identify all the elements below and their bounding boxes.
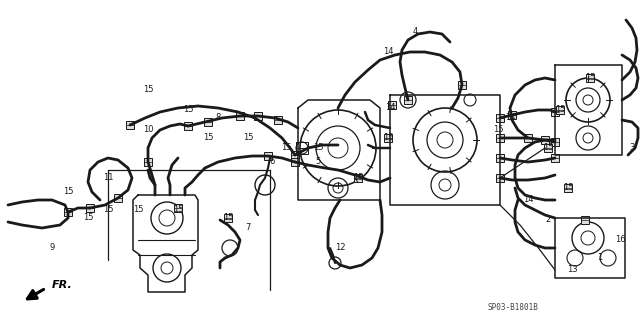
Text: SP03-B1801B: SP03-B1801B — [488, 303, 539, 312]
Bar — [225, 214, 232, 222]
Text: 15: 15 — [563, 183, 573, 192]
Text: 13: 13 — [566, 265, 577, 275]
Text: 15: 15 — [281, 144, 291, 152]
Bar — [204, 118, 212, 126]
Text: 15: 15 — [132, 205, 143, 214]
Bar — [508, 111, 516, 119]
Bar — [404, 96, 412, 104]
Bar — [255, 112, 262, 120]
Bar — [355, 174, 362, 182]
Text: 1: 1 — [597, 254, 603, 263]
Bar — [184, 122, 191, 130]
Bar — [552, 138, 559, 145]
Text: 15: 15 — [243, 133, 253, 143]
Text: 15: 15 — [313, 144, 323, 152]
Bar — [497, 154, 504, 162]
Text: 15: 15 — [173, 205, 183, 214]
Bar — [581, 216, 589, 224]
Text: 3: 3 — [629, 144, 635, 152]
Text: 8: 8 — [215, 114, 221, 122]
Text: 14: 14 — [523, 196, 533, 204]
Text: 15: 15 — [383, 133, 393, 143]
Bar — [115, 194, 122, 202]
Text: 12: 12 — [335, 243, 345, 253]
Bar — [552, 154, 559, 162]
Text: 16: 16 — [614, 235, 625, 244]
Bar — [497, 134, 504, 142]
Bar — [545, 145, 552, 152]
Text: 11: 11 — [103, 174, 113, 182]
Bar — [385, 134, 392, 142]
Bar — [552, 108, 559, 115]
Bar — [127, 122, 134, 129]
Text: 15: 15 — [183, 106, 193, 115]
Text: 14: 14 — [383, 48, 393, 56]
Text: 15: 15 — [63, 188, 73, 197]
Text: 15: 15 — [143, 85, 153, 94]
Bar — [586, 74, 594, 82]
Bar — [145, 159, 152, 166]
Text: 2: 2 — [545, 216, 550, 225]
Text: 14: 14 — [385, 103, 396, 113]
Text: 15: 15 — [585, 73, 595, 83]
Text: 15: 15 — [543, 144, 553, 152]
Text: 14: 14 — [505, 114, 515, 122]
Bar — [497, 174, 504, 182]
Text: 4: 4 — [412, 27, 418, 36]
Bar — [275, 116, 282, 123]
Text: 6: 6 — [269, 158, 275, 167]
Bar — [264, 152, 271, 160]
Bar — [458, 81, 466, 89]
Text: 15: 15 — [83, 213, 93, 222]
Text: 15: 15 — [493, 125, 503, 135]
Bar — [65, 208, 72, 216]
Bar — [564, 184, 572, 192]
Text: 15: 15 — [555, 106, 565, 115]
Text: 5: 5 — [316, 158, 321, 167]
Bar — [524, 134, 532, 142]
Text: 9: 9 — [49, 243, 54, 253]
Text: 10: 10 — [143, 125, 153, 135]
Bar — [86, 204, 93, 211]
Text: 15: 15 — [353, 174, 364, 182]
Text: 15: 15 — [223, 213, 233, 222]
Bar — [174, 204, 182, 211]
Text: 15: 15 — [203, 133, 213, 143]
Bar — [291, 159, 299, 166]
Text: FR.: FR. — [52, 280, 73, 290]
Bar — [497, 115, 504, 122]
Text: 15: 15 — [103, 205, 113, 214]
Bar — [556, 107, 564, 114]
Text: 7: 7 — [245, 224, 251, 233]
Bar — [291, 152, 299, 159]
Bar — [388, 101, 396, 108]
Bar — [541, 137, 548, 144]
Bar — [236, 112, 244, 120]
